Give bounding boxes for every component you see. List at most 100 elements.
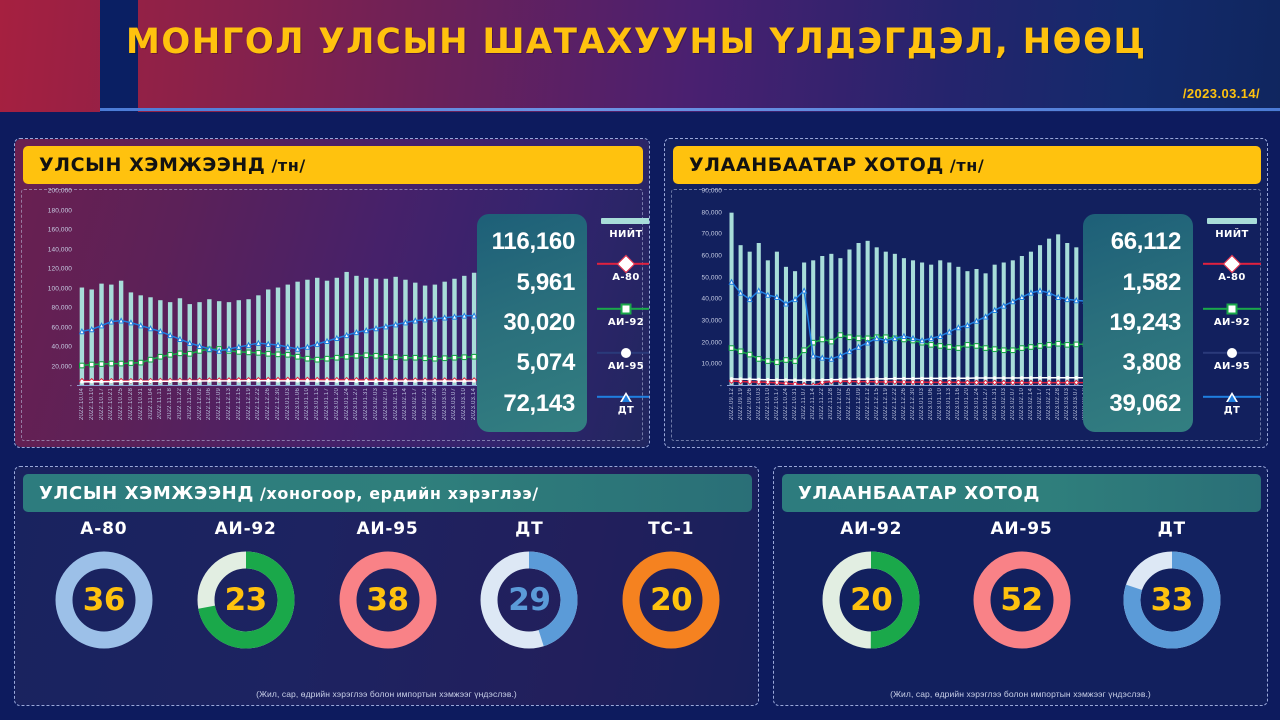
bar-total [158,300,163,386]
bar-total [992,264,997,386]
marker-АИ-95 [766,377,770,382]
title-sub: /хоногоор, ердийн хэрэглээ/ [259,483,539,503]
x-tick-label: 2022.10.21 [108,388,115,421]
stock-value: 39,062 [1109,389,1181,417]
x-tick-label: 2022.10.04 [78,388,85,421]
x-tick-label: 2023.02.07 [1009,388,1016,421]
x-tick-label: 2022.09.26 [746,388,753,421]
marker-АИ-92 [471,353,477,360]
marker-ДТ [973,317,980,324]
stock-value: 5,961 [516,268,575,296]
bar-total [1056,234,1061,386]
marker-АИ-95 [784,378,788,382]
marker-ДТ [1036,287,1044,294]
x-tick-label: 2023.01.06 [294,388,301,421]
marker-АИ-92 [79,362,85,369]
x-tick-label: 2022.11.22 [176,388,183,420]
donut-track [339,551,436,649]
marker-АИ-92 [1055,340,1062,347]
marker-ДТ [810,352,817,359]
marker-АИ-95 [207,379,212,383]
marker-АИ-92 [108,360,115,367]
bar-total [432,284,438,386]
y-tick-label: 40,000 [51,343,72,351]
marker-АИ-92 [157,353,164,360]
x-tick-label: 2022.10.28 [127,388,134,421]
x-tick-label: 2023.02.10 [392,388,399,421]
marker-ДТ [470,312,478,319]
marker-АИ-95 [148,379,153,384]
bar-total [1074,247,1079,386]
x-tick-label: 2022.11.07 [801,388,808,420]
bar-total [89,289,94,386]
marker-ДТ [728,278,735,285]
marker-ДТ [323,337,331,344]
x-tick-label: 2023.02.21 [1046,388,1053,421]
marker-ДТ [1055,293,1062,300]
gauge-value: 52 [1000,582,1043,618]
marker-ДТ [216,347,223,354]
bar-total [774,251,779,386]
marker-АИ-92 [167,351,173,358]
marker-АИ-95 [139,379,143,384]
donut-ring: 29 [476,547,582,653]
bar-total [874,247,879,386]
marker-А-80 [746,378,753,385]
marker-ДТ [255,339,262,346]
bar-total [305,279,310,386]
marker-АИ-95 [1011,376,1015,380]
x-tick-label: 2022.11.22 [819,388,826,420]
marker-АИ-92 [98,361,105,367]
marker-ДТ [837,352,844,359]
x-tick-label: 2022.10.17 [773,388,780,421]
x-axis-line-national [77,384,479,386]
x-tick-label: 2023.01.31 [991,388,998,421]
marker-АИ-92 [118,360,124,367]
marker-ДТ [206,345,213,352]
page-title: МОНГОЛ УЛСЫН ШАТАХУУНЫ ҮЛДЭГДЭЛ, НӨӨЦ [126,22,1147,62]
stock-value: 5,074 [516,349,575,377]
marker-ДТ [937,332,944,339]
marker-АИ-92 [147,356,154,363]
marker-АИ-92 [846,334,853,341]
marker-АИ-92 [373,352,379,359]
x-tick-label: 2022.09.19 [737,388,744,421]
marker-А-80 [891,378,898,385]
legend-label: А-80 [612,272,640,283]
marker-ДТ [108,318,115,325]
x-tick-label: 2023.01.20 [333,388,340,421]
y-tick-label: - [719,382,722,390]
x-tick-label: 2022.11.25 [186,388,193,420]
x-tick-label: 2022.10.31 [792,388,799,421]
circle-marker-icon [597,346,649,360]
marker-АИ-95 [393,379,398,383]
marker-АИ-95 [413,379,417,383]
title-text: УЛААНБААТАР ХОТОД [689,154,944,176]
marker-АИ-95 [775,378,779,382]
y-tick-label: 20,000 [51,363,72,370]
x-tick-label: 2022.10.03 [755,388,762,421]
marker-АИ-92 [1037,343,1043,349]
x-tick-label: 2022.10.24 [782,388,789,421]
marker-ДТ [746,295,753,303]
stock-value: 19,243 [1109,308,1181,336]
donut-arc [1123,551,1221,649]
bar-total [393,276,398,386]
donut-ring: 20 [818,547,924,653]
marker-АИ-92 [991,346,998,353]
marker-АИ-92 [432,355,438,362]
x-tick-label: 2023.03.03 [1064,388,1071,421]
marker-АИ-95 [99,379,104,384]
bar-total [324,280,330,386]
marker-А-80 [900,379,907,386]
marker-ДТ [1009,298,1016,305]
x-tick-label: 2022.12.06 [206,388,213,421]
marker-АИ-95 [158,379,163,383]
marker-АИ-95 [227,379,231,383]
marker-А-80 [864,378,871,385]
bar-total [811,260,816,386]
header-accent-stripe [100,0,138,112]
gauge-label: А-80 [80,519,128,539]
marker-АИ-92 [402,354,409,361]
gauge-value: 33 [1150,582,1194,618]
